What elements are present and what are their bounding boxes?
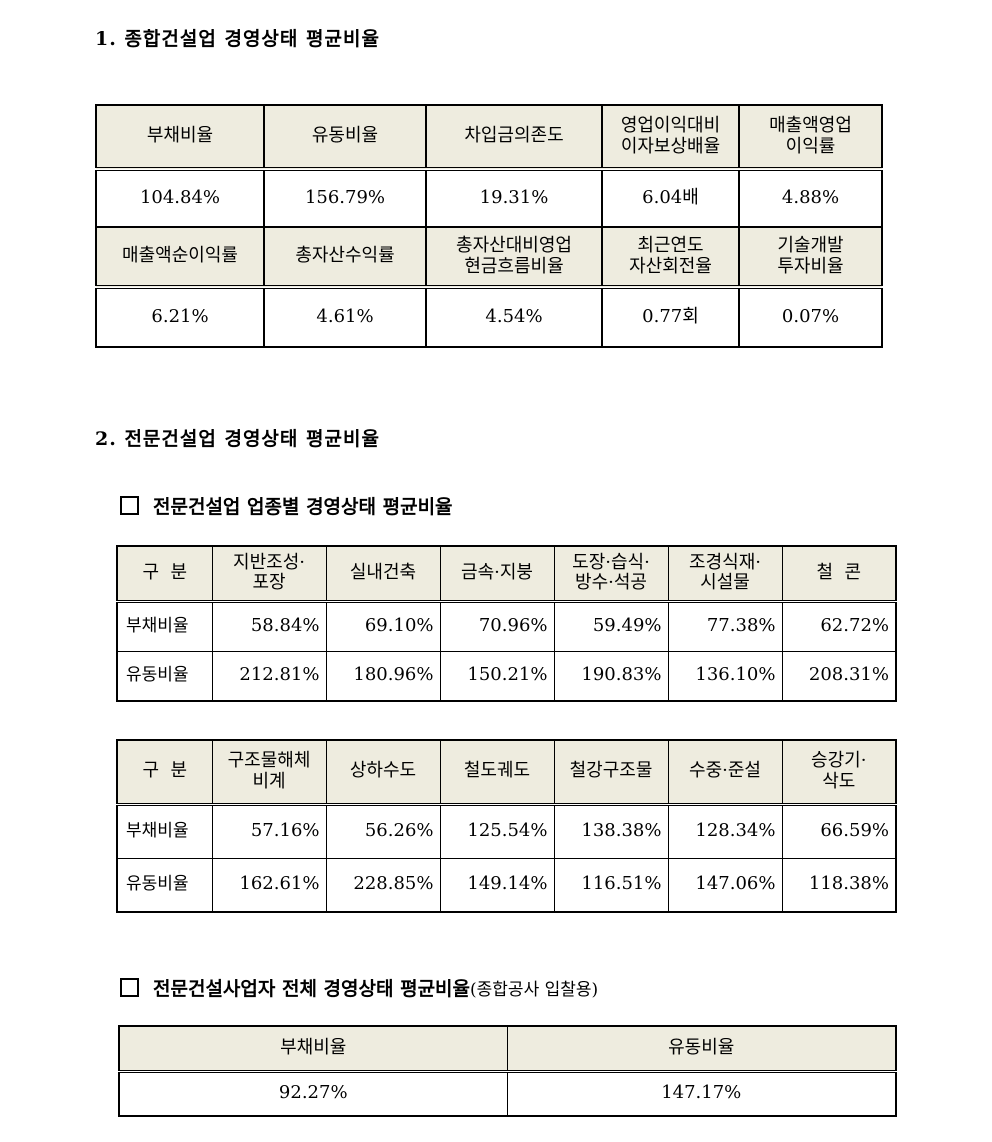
header-cell: 영업이익대비 이자보상배율 [601,104,740,171]
table-header-row: 매출액순이익률 총자산수익률 총자산대비영업 현금흐름비율 최근연도 자산회전율… [95,226,883,289]
table-row: 92.27% 147.17% [118,1070,897,1117]
subsection-by-sector-title: 전문건설업 업종별 경영상태 평균비율 [120,492,453,519]
header-cell: 금속·지붕 [439,545,555,603]
table-row: 유동비율 212.81% 180.96% 150.21% 190.83% 136… [116,650,897,702]
sector-ratio-table-b: 구 분 구조물해체 비계 상하수도 철도궤도 철강구조물 수중·준설 승강기· … [116,739,897,913]
value-cell: 62.72% [781,600,897,652]
header-cell: 유동비율 [506,1025,897,1073]
general-construction-ratio-table: 부채비율 유동비율 차입금의존도 영업이익대비 이자보상배율 매출액영업 이익률… [95,104,883,348]
value-cell: 136.10% [667,650,783,702]
sector-ratio-table-a: 구 분 지반조성· 포장 실내건축 금속·지붕 도장·습식· 방수·석공 조경식… [116,545,897,702]
value-cell: 58.84% [211,600,327,652]
table-row: 부채비율 58.84% 69.10% 70.96% 59.49% 77.38% … [116,600,897,652]
row-label: 유동비율 [116,650,213,702]
value-cell: 118.38% [781,857,897,913]
table-row: 6.21% 4.61% 4.54% 0.77회 0.07% [95,286,883,348]
value-cell: 125.54% [439,803,555,859]
value-cell: 180.96% [325,650,441,702]
table-header-row: 구 분 구조물해체 비계 상하수도 철도궤도 철강구조물 수중·준설 승강기· … [116,739,897,806]
value-cell: 77.38% [667,600,783,652]
subsection-label: 전문건설사업자 전체 경영상태 평균비율 [153,978,471,1000]
header-cell: 도장·습식· 방수·석공 [553,545,669,603]
header-cell: 조경식재· 시설물 [667,545,783,603]
value-cell: 57.16% [211,803,327,859]
value-cell: 147.06% [667,857,783,913]
header-cell: 상하수도 [325,739,441,806]
value-cell: 0.77회 [601,286,740,348]
value-cell: 190.83% [553,650,669,702]
section1-title: 1. 종합건설업 경영상태 평균비율 [95,28,380,50]
value-cell: 92.27% [118,1070,508,1117]
header-cell: 철 콘 [781,545,897,603]
header-cell: 수중·준설 [667,739,783,806]
overall-ratio-table: 부채비율 유동비율 92.27% 147.17% [118,1025,897,1117]
value-cell: 156.79% [263,168,427,228]
value-cell: 149.14% [439,857,555,913]
value-cell: 19.31% [425,168,603,228]
header-cell: 차입금의존도 [425,104,603,171]
table-header-row: 구 분 지반조성· 포장 실내건축 금속·지붕 도장·습식· 방수·석공 조경식… [116,545,897,603]
row-label: 유동비율 [116,857,213,913]
header-cell: 철강구조물 [553,739,669,806]
subsection-note: (종합공사 입찰용) [470,980,599,1000]
header-cell: 매출액영업 이익률 [738,104,883,171]
value-cell: 104.84% [95,168,265,228]
header-cell: 기술개발 투자비율 [738,226,883,289]
value-cell: 56.26% [325,803,441,859]
value-cell: 128.34% [667,803,783,859]
table-header-row: 부채비율 유동비율 차입금의존도 영업이익대비 이자보상배율 매출액영업 이익률 [95,104,883,171]
table-row: 104.84% 156.79% 19.31% 6.04배 4.88% [95,168,883,228]
value-cell: 69.10% [325,600,441,652]
value-cell: 147.17% [506,1070,897,1117]
value-cell: 59.49% [553,600,669,652]
subsection-label: 전문건설업 업종별 경영상태 평균비율 [153,496,453,518]
checkbox-square-icon [120,978,139,997]
header-cell: 구 분 [116,545,213,603]
header-cell: 총자산대비영업 현금흐름비율 [425,226,603,289]
header-cell: 구조물해체 비계 [211,739,327,806]
header-cell: 구 분 [116,739,213,806]
header-cell: 지반조성· 포장 [211,545,327,603]
value-cell: 6.04배 [601,168,740,228]
table-row: 유동비율 162.61% 228.85% 149.14% 116.51% 147… [116,857,897,913]
value-cell: 6.21% [95,286,265,348]
row-label: 부채비율 [116,600,213,652]
value-cell: 70.96% [439,600,555,652]
value-cell: 150.21% [439,650,555,702]
row-label: 부채비율 [116,803,213,859]
header-cell: 총자산수익률 [263,226,427,289]
header-cell: 최근연도 자산회전율 [601,226,740,289]
header-cell: 철도궤도 [439,739,555,806]
subsection-overall-title: 전문건설사업자 전체 경영상태 평균비율 (종합공사 입찰용) [120,974,598,1001]
table-header-row: 부채비율 유동비율 [118,1025,897,1073]
header-cell: 부채비율 [118,1025,508,1073]
value-cell: 228.85% [325,857,441,913]
value-cell: 4.61% [263,286,427,348]
header-cell: 부채비율 [95,104,265,171]
header-cell: 실내건축 [325,545,441,603]
header-cell: 매출액순이익률 [95,226,265,289]
value-cell: 116.51% [553,857,669,913]
section2-title: 2. 전문건설업 경영상태 평균비율 [95,428,380,450]
header-cell: 승강기· 삭도 [781,739,897,806]
value-cell: 162.61% [211,857,327,913]
value-cell: 4.54% [425,286,603,348]
checkbox-square-icon [120,496,139,515]
value-cell: 208.31% [781,650,897,702]
header-cell: 유동비율 [263,104,427,171]
value-cell: 212.81% [211,650,327,702]
value-cell: 0.07% [738,286,883,348]
value-cell: 4.88% [738,168,883,228]
table-row: 부채비율 57.16% 56.26% 125.54% 138.38% 128.3… [116,803,897,859]
value-cell: 138.38% [553,803,669,859]
value-cell: 66.59% [781,803,897,859]
